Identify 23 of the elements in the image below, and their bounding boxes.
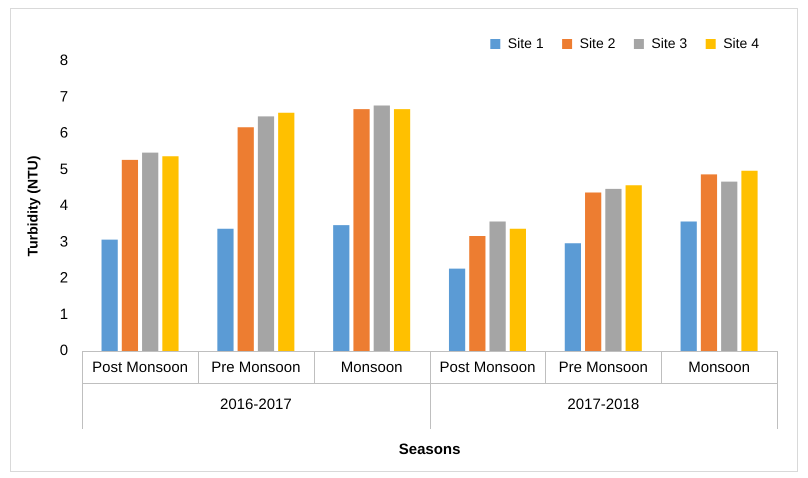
legend-label: Site 2 [580,34,616,51]
y-tick-label: 6 [60,124,68,142]
x-tick-label: Post Monsoon [92,359,188,376]
y-tick-label: 2 [60,270,68,287]
y-tick-label: 0 [60,342,68,360]
x-tick-label: Monsoon [340,359,403,376]
y-tick-label: 3 [60,233,68,250]
legend-label: Site 1 [508,34,544,51]
x-tick-label: Pre Monsoon [558,359,648,376]
text: 2016-2017 [220,396,292,414]
x-tick-label: Post Monsoon [440,359,536,376]
x-tick-label: Pre Monsoon [211,359,300,376]
legend-label: Site 4 [723,34,760,51]
x-tick-label: Monsoon [688,359,750,376]
y-tick-label: 7 [60,88,68,106]
y-tick-label: 8 [60,52,68,70]
text: 2017-2018 [567,396,640,414]
legend-label: Site 3 [651,34,688,51]
y-axis-title: Turbidity (NTU) [24,156,40,256]
y-tick-label: 5 [60,160,68,178]
y-tick-label: 1 [60,306,68,323]
x-axis-title: Seasons [398,441,460,458]
y-tick-label: 4 [60,197,68,214]
